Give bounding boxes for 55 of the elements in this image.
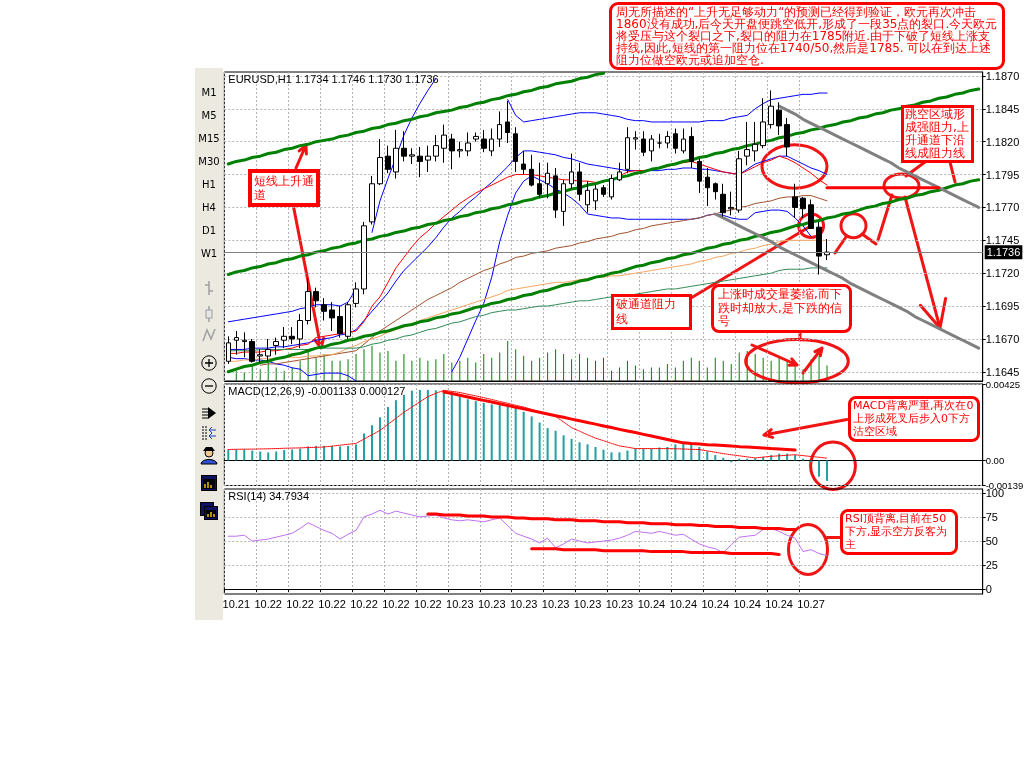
x-tick-label: 10.23 <box>509 597 538 610</box>
annotation: MACD背离严重,再次在0上形成死叉后步入0下方沽空区域 <box>848 396 980 443</box>
chart-title: MACD(12,26,9) -0.001133 0.000127 <box>228 384 406 396</box>
y-tick-label: 1.1695 <box>985 300 1020 313</box>
text: 周无所描述的“上升无足够动力“的预测已经得到验证，欧元再次冲击1860没有成功,后今天开盘便跳空低开,形成了一段35点的裂口.今天欧元将受压与这个裂口之下,裂口的阻力在1785附近.由于下破了短线上涨支持线,因此,短线的第一阻力位在1740/50,然后是1785. 可以在到达上述阻力位做空欧元或追加空仓. <box>609 2 1005 70</box>
annotation: 上涨时成交量萎缩,而下跌时却放大,是下跌的信号 <box>711 284 852 333</box>
y-tick-label: 1.1795 <box>985 168 1020 181</box>
x-tick-label: 10.24 <box>701 597 730 610</box>
chart-title: EURUSD,H1 1.1734 1.1746 1.1730 1.1736 <box>228 72 439 85</box>
y-tick-label: 1.1745 <box>985 234 1020 247</box>
x-tick-label: 10.23 <box>541 597 570 610</box>
chart-title: RSI(14) 34.7934 <box>228 489 310 502</box>
y-tick-label: 1.1670 <box>985 332 1020 345</box>
x-tick-label: 10.22 <box>414 597 442 610</box>
y-tick-label: 1.1845 <box>985 102 1020 115</box>
x-tick-label: 10.24 <box>637 597 666 610</box>
x-tick-label: 10.22 <box>350 597 378 610</box>
y-tick-label: 1.1720 <box>985 267 1020 280</box>
y-tick-label: 0.00425 <box>985 378 1021 389</box>
annotation: 短线上升通道 <box>248 169 320 207</box>
y-tick-label: 0.00 <box>985 454 1005 466</box>
x-tick-label: 10.23 <box>573 597 602 610</box>
x-tick-label: 10.23 <box>477 597 506 610</box>
text: M1 <box>200 86 218 100</box>
y-tick-label: 25 <box>985 559 998 572</box>
x-tick-label: 10.22 <box>286 597 314 610</box>
annotation: 破通道阻力线 <box>611 294 692 330</box>
text: H1 <box>201 178 217 192</box>
text: D1 <box>200 224 218 238</box>
x-tick-label: 10.22 <box>254 597 282 610</box>
x-tick-label: 10.24 <box>669 597 698 610</box>
y-tick-label: 75 <box>985 510 998 523</box>
y-tick-label: 1.1820 <box>985 135 1020 148</box>
annotation: RSI顶背离,目前在50下方,显示空方反客为主 <box>840 509 958 556</box>
text: W1 <box>199 247 219 261</box>
y-tick-label: 1.1645 <box>985 365 1020 378</box>
x-tick-label: 10.22 <box>382 597 410 610</box>
ref-line-label: 1.1736 <box>986 246 1021 259</box>
y-tick-label: 50 <box>985 535 998 548</box>
x-tick-label: 10.22 <box>318 597 346 610</box>
text: H4 <box>201 201 217 215</box>
annotation: 跳空区域形成强阻力,上升通道下沿线成阻力线 <box>901 105 974 163</box>
x-tick-label: 10.27 <box>797 597 825 610</box>
text: M15 <box>197 132 221 146</box>
x-tick-label: 10.23 <box>605 597 634 610</box>
x-tick-label: 10.24 <box>765 597 793 610</box>
text: M30 <box>197 155 221 169</box>
x-tick-label: 10.23 <box>446 597 474 610</box>
y-tick-label: -0.00139 <box>985 479 1024 491</box>
y-tick-label: 1.1870 <box>985 69 1020 82</box>
y-tick-label: 0 <box>985 583 992 596</box>
x-tick-label: 10.21 <box>222 597 251 610</box>
y-tick-label: 1.1770 <box>985 201 1020 214</box>
x-tick-label: 10.24 <box>733 597 761 610</box>
text: M5 <box>200 109 218 123</box>
